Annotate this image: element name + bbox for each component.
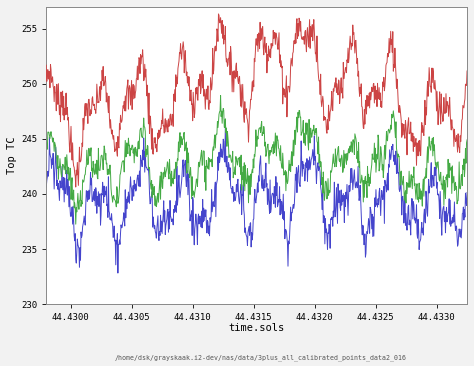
X-axis label: time.sols: time.sols	[228, 324, 285, 333]
Text: /home/dsk/grayskaak.i2-dev/nas/data/3plus_all_calibrated_points_data2_016: /home/dsk/grayskaak.i2-dev/nas/data/3plu…	[115, 354, 407, 361]
Y-axis label: Top TC: Top TC	[7, 137, 17, 174]
